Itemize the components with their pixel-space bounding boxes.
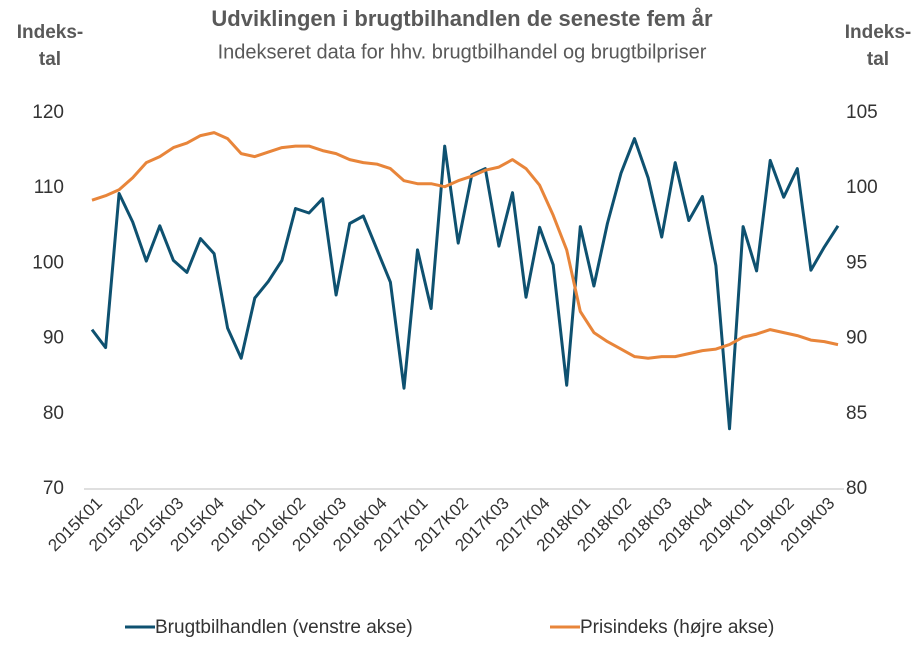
y-axis-label: Indeks-	[17, 22, 84, 43]
y-tick-label: 90	[43, 328, 64, 349]
y-tick-label: 110	[34, 177, 64, 198]
y-tick-label: 120	[32, 102, 64, 123]
y2-tick-label: 95	[846, 252, 867, 273]
y-axis-label: tal	[39, 49, 61, 70]
chart-title: Udviklingen i brugtbilhandlen de seneste…	[211, 6, 713, 31]
y2-axis-label: tal	[867, 49, 889, 70]
line-series	[91, 131, 839, 360]
y2-tick-label: 105	[846, 102, 878, 123]
y2-tick-label: 90	[846, 328, 867, 349]
y2-tick-label: 80	[846, 478, 867, 499]
y-tick-label: 80	[43, 403, 64, 424]
y2-tick-label: 100	[846, 177, 878, 198]
chart-subtitle: Indekseret data for hhv. brugtbilhandel …	[218, 41, 707, 63]
y2-axis-label: Indeks-	[845, 22, 912, 43]
line-series	[90, 137, 840, 431]
y-tick-label: 100	[32, 252, 64, 273]
legend-label: Prisindeks (højre akse)	[580, 617, 774, 638]
y2-tick-label: 85	[846, 403, 867, 424]
y-tick-label: 70	[43, 478, 64, 499]
legend-label: Brugtbilhandlen (venstre akse)	[155, 617, 413, 638]
